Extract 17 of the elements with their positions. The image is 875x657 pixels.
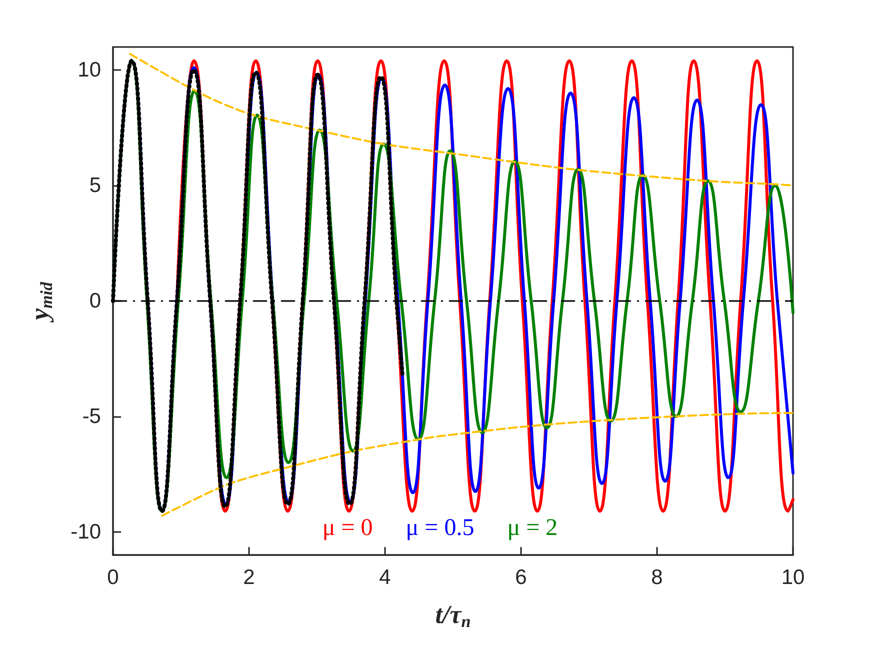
x-tick-label: 4 [379, 566, 392, 589]
y-tick-label: 0 [89, 290, 101, 312]
series-label: μ = 0 [322, 515, 373, 541]
y-tick-label: 5 [89, 174, 101, 198]
y-axis-title: ymid [25, 282, 56, 323]
line-series [129, 52, 794, 187]
y-tick-label: -10 [70, 520, 101, 544]
x-tick-label: 2 [243, 566, 255, 589]
series-label: μ = 0.5 [406, 515, 474, 541]
x-tick-label: 8 [651, 566, 663, 589]
x-tick-label: 10 [781, 566, 805, 589]
y-tick-label: 10 [78, 58, 101, 82]
text: μ = 2 [507, 515, 558, 541]
x-tick-label: 6 [515, 566, 527, 589]
y-tick-label: -5 [82, 404, 101, 428]
x-tick-label: 0 [107, 566, 119, 589]
line-series [160, 412, 794, 517]
